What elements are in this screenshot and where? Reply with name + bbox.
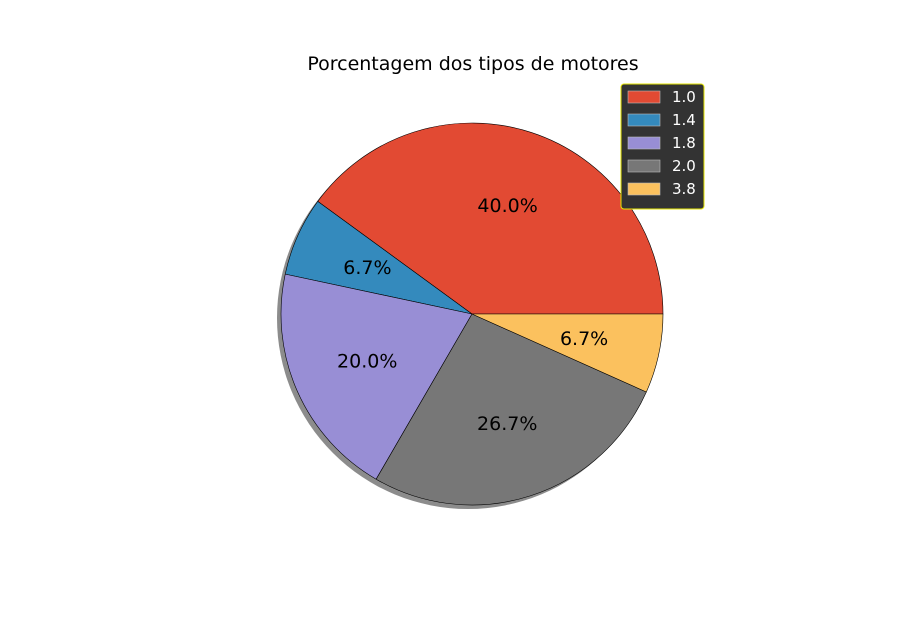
legend-label-1-8: 1.8 (672, 134, 696, 152)
legend-swatch-1-0 (627, 90, 661, 104)
pie-labels: 40.0% 6.7% 20.0% 26.7% 6.7% (337, 195, 608, 435)
pie-slice-1-0 (317, 122, 664, 315)
legend-label-1-0: 1.0 (672, 88, 696, 106)
pie-slice-3-8 (471, 313, 664, 393)
legend-swatch-1-8 (627, 136, 661, 150)
pie-slice-label-2-0: 26.7% (477, 413, 537, 435)
legend-label-2-0: 2.0 (672, 157, 696, 175)
pie-slice-label-3-8: 6.7% (560, 328, 608, 350)
pie-slice-label-1-8: 20.0% (337, 351, 397, 373)
legend-swatch-3-8 (627, 182, 661, 196)
pie-slice-label-1-4: 6.7% (343, 257, 391, 279)
pie-slice-label-1-0: 40.0% (477, 195, 537, 217)
chart-title: Porcentagem dos tipos de motores (307, 53, 638, 75)
legend-label-3-8: 3.8 (672, 180, 696, 198)
legend-swatch-1-4 (627, 113, 661, 127)
pie-slices (280, 122, 664, 506)
pie-slice-2-0 (375, 313, 647, 506)
legend-swatch-2-0 (627, 159, 661, 173)
pie-slice-1-8 (280, 273, 473, 480)
legend-label-1-4: 1.4 (672, 111, 696, 129)
legend: 1.0 1.4 1.8 2.0 3.8 (620, 83, 705, 210)
